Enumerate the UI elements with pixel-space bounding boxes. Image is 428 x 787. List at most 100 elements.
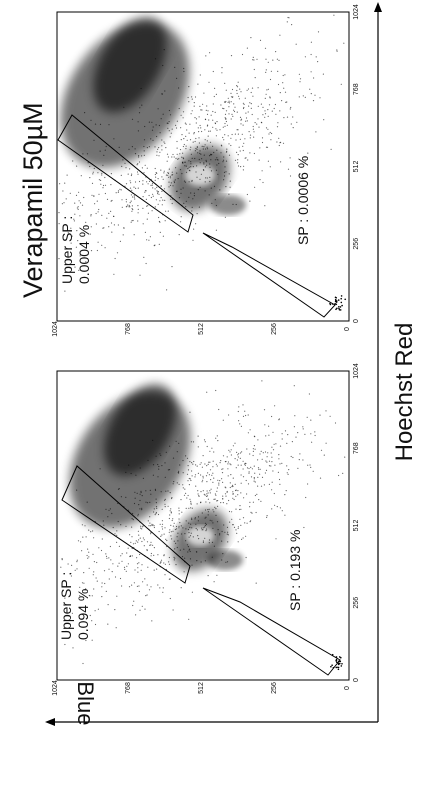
event-dot [228,510,231,513]
event-dot [131,518,133,520]
event-dot [225,495,227,497]
event-dot [115,192,117,194]
event-dot [172,518,174,520]
event-dot [212,119,214,121]
event-dot [240,425,242,427]
event-dot [176,546,178,549]
event-dot [145,490,147,492]
event-dot [285,101,287,103]
density-layer [69,384,243,572]
event-dot [131,146,133,148]
event-dot [170,524,172,527]
event-dot [224,486,226,488]
event-dot [237,159,239,161]
event-dot [127,204,129,206]
event-dot [134,542,136,544]
event-dot [339,309,342,311]
event-dot [195,122,197,124]
event-dot [216,521,219,523]
event-dot [255,582,257,584]
event-dot [292,127,294,129]
event-dot [268,104,271,106]
event-dot [131,196,134,198]
event-dot [176,77,178,79]
event-dot [181,511,183,513]
event-dot [130,472,132,475]
event-dot [146,541,149,543]
event-dot [94,623,97,626]
event-dot [252,454,254,457]
event-dot [134,181,137,183]
event-dot [205,551,207,554]
event-dot [203,163,205,165]
event-dot [264,47,267,49]
event-dot [173,540,175,542]
event-dot [280,161,282,163]
event-dot [89,165,91,168]
event-dot [205,148,207,150]
event-dot [185,540,187,542]
event-dot [200,173,202,175]
event-dot [180,216,182,218]
event-dot [134,491,136,493]
event-dot [310,433,312,435]
event-dot [286,21,288,23]
event-dot [208,539,211,541]
event-dot [76,568,78,570]
event-dot [241,538,243,541]
event-dot [246,467,249,469]
event-dot [175,564,177,566]
event-dot [158,530,160,533]
event-dot [223,156,225,158]
event-dot [233,109,235,111]
event-dot [181,556,184,558]
event-dot [155,506,158,508]
event-dot [160,535,162,538]
event-dot [136,171,139,173]
event-dot [125,496,127,498]
event-dot [199,178,201,180]
event-dot [94,203,96,205]
event-dot [228,414,230,416]
event-dot [188,132,190,134]
event-dot [253,68,255,71]
event-dot [141,155,143,157]
event-dot [137,187,139,189]
event-dot [134,148,136,150]
event-dot [311,441,313,443]
event-dot [230,474,232,476]
event-dot [329,302,331,305]
event-dot [267,115,269,117]
event-dot [79,255,81,257]
event-dot [173,181,176,184]
event-dot [76,165,78,167]
event-dot [169,529,171,531]
event-dot [118,488,120,490]
event-dot [304,433,306,435]
event-dot [266,89,268,91]
event-dot [191,527,193,529]
event-dot [178,87,180,89]
x-tick-label: 1024 [353,363,360,379]
event-dot [246,47,248,49]
event-dot [254,494,256,497]
event-dot [279,110,281,112]
event-dot [243,106,245,109]
event-dot [61,559,63,561]
event-dot [239,150,241,152]
event-dot [188,484,190,486]
event-dot [286,472,288,474]
event-dot [238,453,240,455]
event-dot [335,660,337,662]
event-dot [100,549,103,552]
event-dot [89,233,91,235]
event-dot [147,520,149,522]
event-dot [143,545,145,547]
event-dot [242,460,244,462]
event-dot [103,570,106,572]
event-dot [273,492,275,495]
event-dot [221,478,223,480]
event-dot [263,409,266,411]
